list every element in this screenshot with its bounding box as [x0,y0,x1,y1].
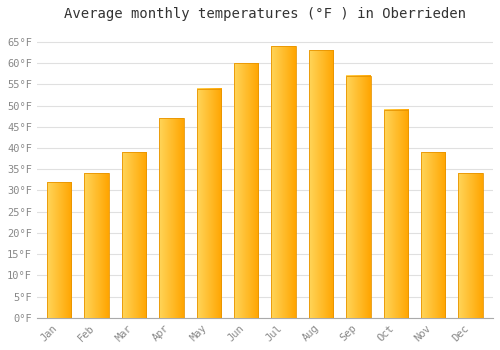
Bar [421,152,446,318]
Bar [234,63,258,318]
Bar [384,110,408,318]
Bar [346,76,370,318]
Title: Average monthly temperatures (°F ) in Oberrieden: Average monthly temperatures (°F ) in Ob… [64,7,466,21]
Bar [47,182,72,318]
Bar [122,152,146,318]
Bar [309,50,333,318]
Bar [458,174,483,318]
Bar [84,174,109,318]
Bar [196,89,221,318]
Bar [272,46,296,318]
Bar [160,118,184,318]
